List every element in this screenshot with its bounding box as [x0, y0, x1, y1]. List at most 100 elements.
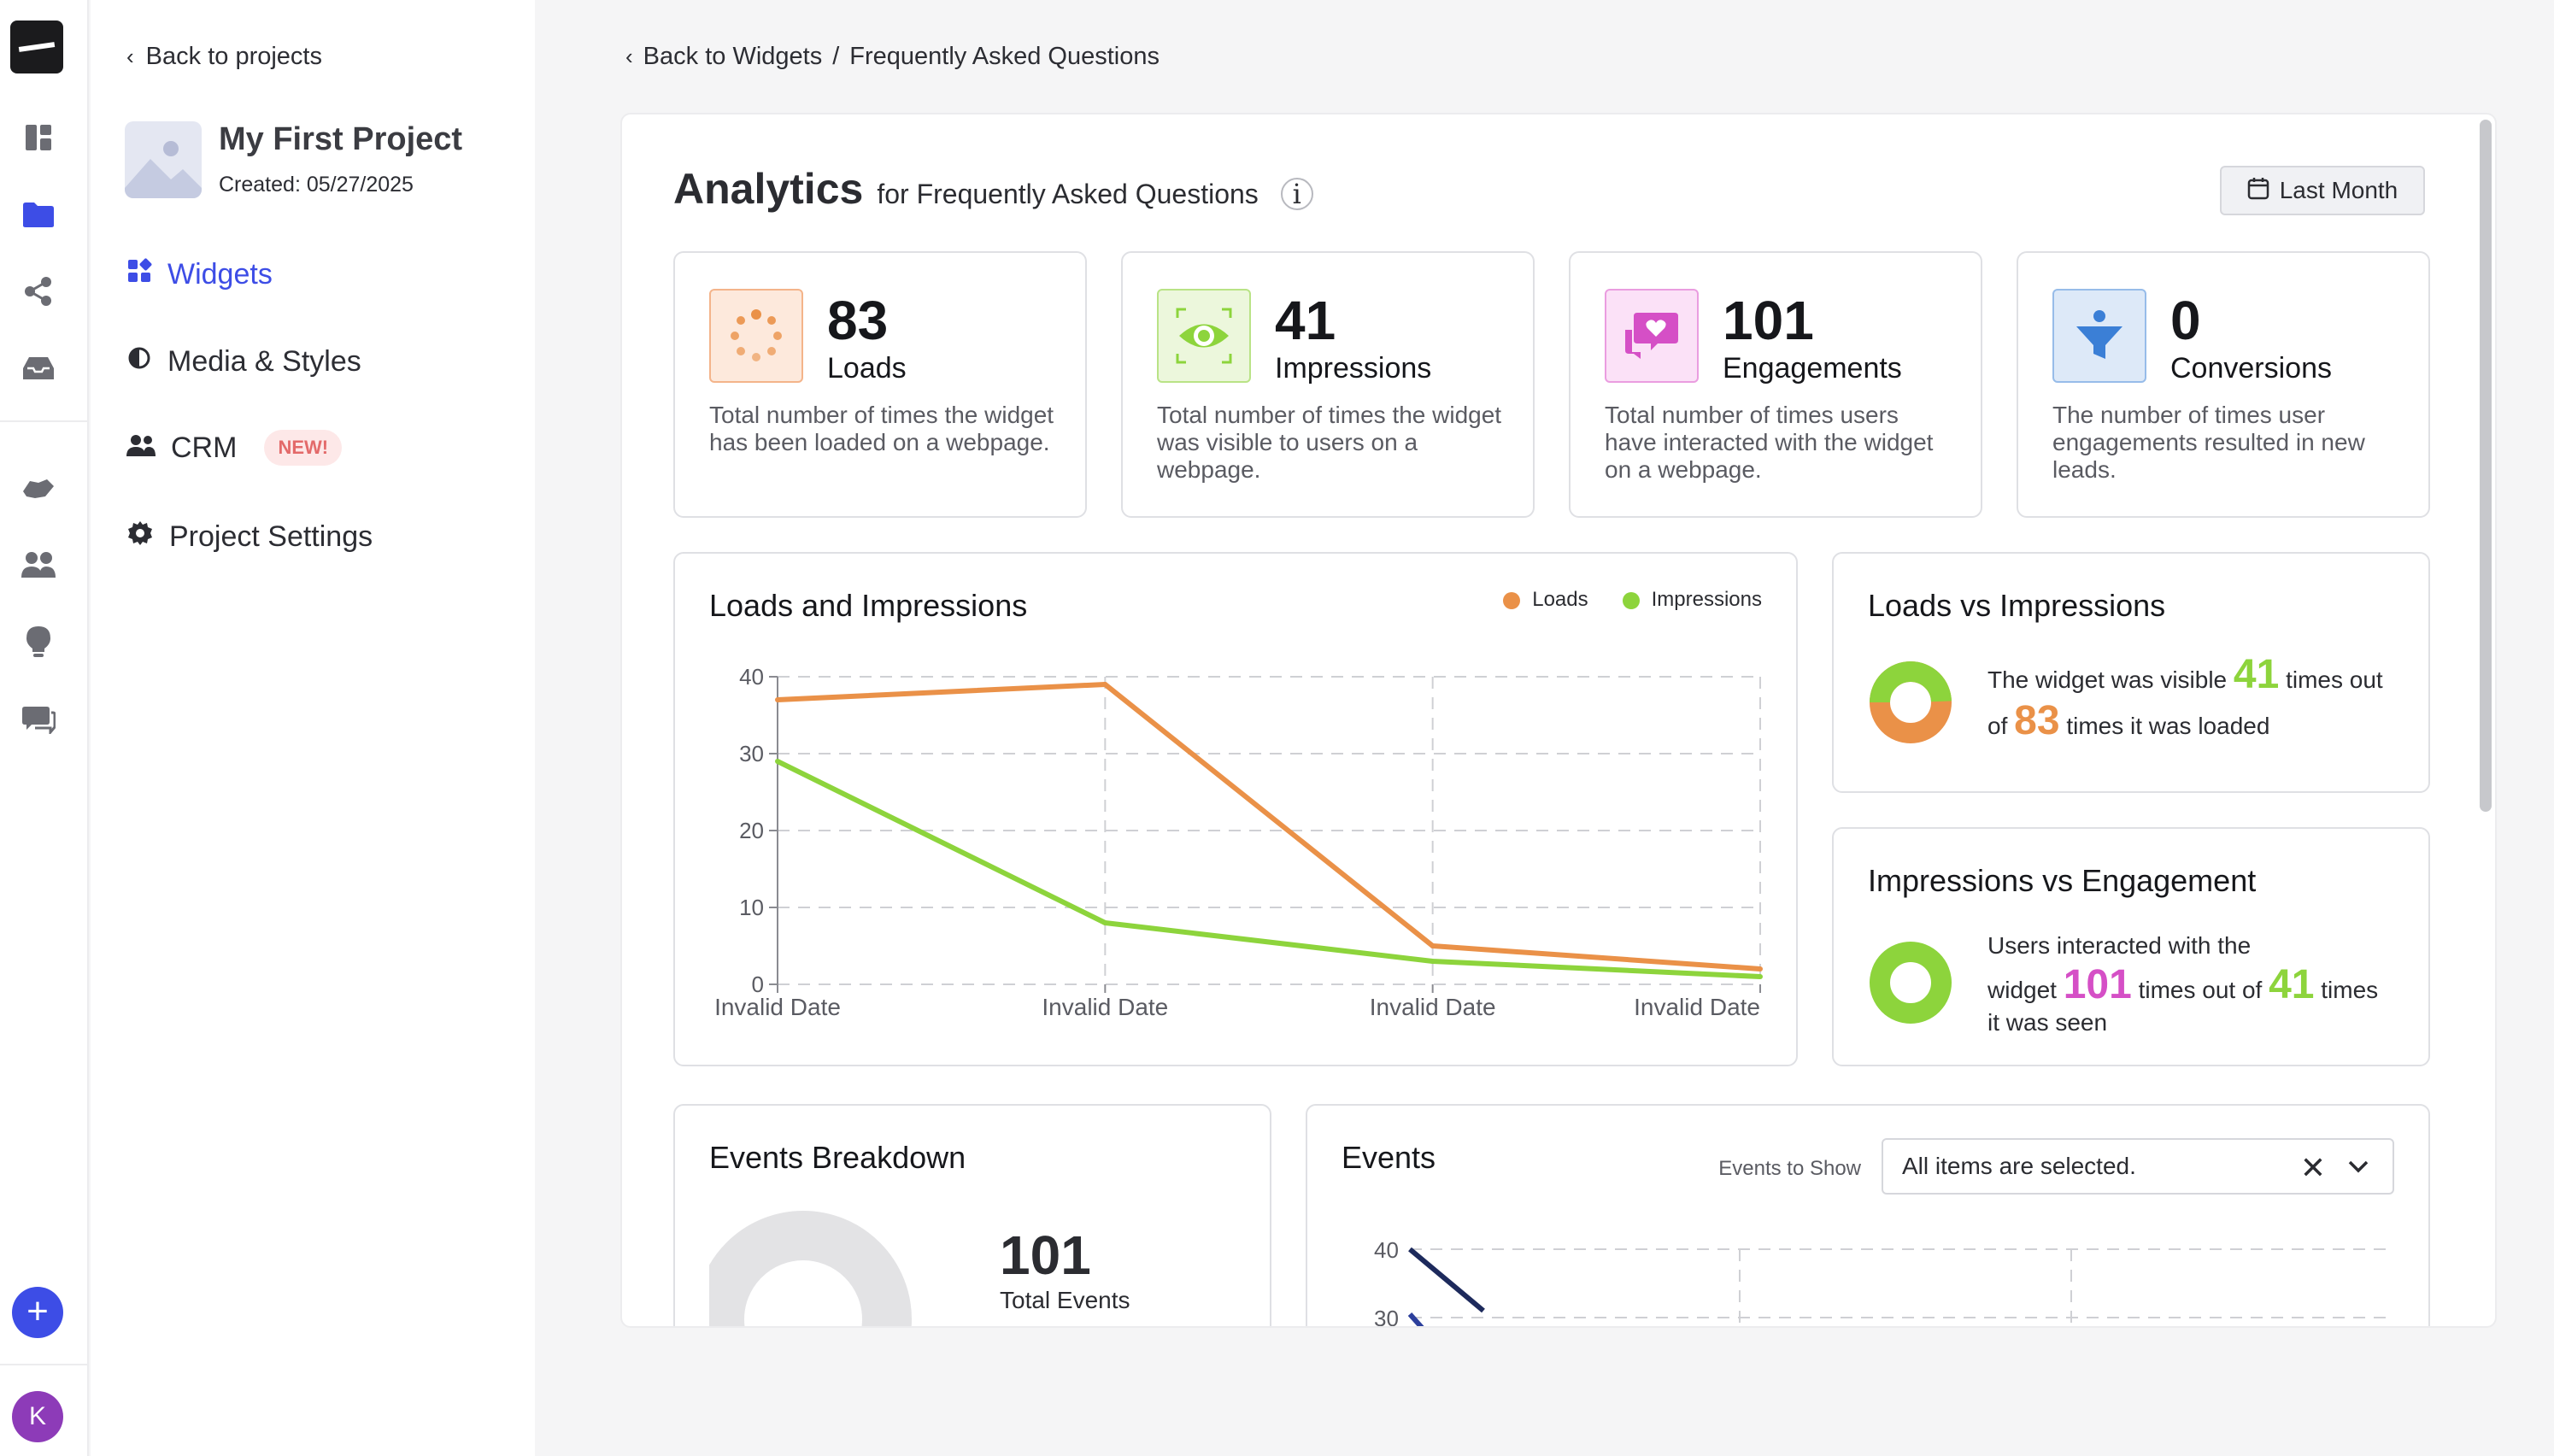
- impressions-description: Total number of times the widget was vis…: [1157, 402, 1502, 483]
- chevron-left-icon: ‹: [126, 44, 134, 69]
- data-point-impressions: [775, 759, 780, 764]
- add-button[interactable]: +: [12, 1287, 63, 1338]
- app-logo[interactable]: [10, 21, 63, 73]
- chevron-down-icon[interactable]: [2346, 1148, 2370, 1189]
- events-panel: Events Events to Show All items are sele…: [1306, 1104, 2430, 1326]
- series-line-impressions: [776, 759, 1761, 979]
- conversions-label: Conversions: [2170, 352, 2332, 385]
- conversions-description: The number of times user engagements res…: [2052, 402, 2365, 483]
- folder-icon[interactable]: [21, 197, 56, 232]
- events-breakdown-panel: Events Breakdown 101 Total Events: [673, 1104, 1271, 1326]
- avatar[interactable]: K: [12, 1391, 63, 1442]
- loads-impressions-panel: Loads and Impressions Loads Impressions …: [673, 552, 1798, 1066]
- nav-media-styles[interactable]: Media & Styles: [126, 345, 361, 379]
- handshake-icon[interactable]: [21, 470, 56, 506]
- y-tick-label: 30: [739, 741, 764, 766]
- legend-item-impressions[interactable]: Impressions: [1622, 588, 1762, 612]
- nav-label: Widgets: [167, 258, 273, 291]
- panel-title: Loads vs Impressions: [1868, 588, 2166, 623]
- info-icon[interactable]: i: [1280, 178, 1313, 210]
- data-point-loads: [1430, 943, 1436, 948]
- x-tick-label: Invalid Date: [1042, 994, 1168, 1020]
- loads-vs-impressions-panel: Loads vs Impressions The widget was visi…: [1832, 552, 2430, 793]
- nav-widgets[interactable]: Widgets: [126, 258, 273, 291]
- project-created-date: Created: 05/27/2025: [219, 173, 414, 197]
- line-chart: 0 10 20 30 40 Invalid Date Invalid Date Invalid…: [714, 664, 1763, 1020]
- inbox-icon[interactable]: [21, 350, 56, 386]
- stat-card-engagements: 101 Engagements Total number of times us…: [1569, 251, 1982, 518]
- back-to-widgets-link[interactable]: Back to Widgets: [643, 43, 823, 70]
- chart-title: Loads and Impressions: [709, 588, 1028, 623]
- impressions-label: Impressions: [1275, 352, 1432, 385]
- project-sidebar: ‹ Back to projects My First Project Crea…: [91, 0, 535, 1456]
- loading-icon: [709, 289, 803, 383]
- impressions-vs-engagement-panel: Impressions vs Engagement Users interact…: [1832, 827, 2430, 1066]
- y-tick-label: 40: [739, 664, 764, 690]
- data-point-loads: [775, 697, 780, 702]
- users-icon[interactable]: [21, 547, 56, 583]
- breadcrumb: ‹ Back to Widgets / Frequently Asked Que…: [625, 43, 1160, 71]
- impressions-value: 41: [1275, 290, 1336, 351]
- nav-label: Media & Styles: [167, 345, 361, 378]
- icon-rail: + K: [0, 0, 89, 1456]
- lightbulb-icon[interactable]: [21, 624, 56, 660]
- loads-impressions-donut: [1870, 661, 1952, 743]
- nav-crm[interactable]: CRM NEW!: [126, 430, 343, 466]
- project-thumbnail: [125, 121, 202, 198]
- date-range-label: Last Month: [2279, 177, 2398, 203]
- panel-title: Events Breakdown: [709, 1140, 966, 1175]
- impressions-engagement-donut: [1870, 942, 1952, 1024]
- x-tick-label: Invalid Date: [1370, 994, 1496, 1020]
- events-select-value: All items are selected.: [1902, 1153, 2136, 1179]
- series-line-loads: [777, 682, 1761, 972]
- chevron-left-icon: ‹: [625, 44, 633, 69]
- loads-value: 83: [827, 290, 889, 351]
- loads-vs-impressions-text: The widget was visible 41 times out of 8…: [1987, 652, 2383, 743]
- panel-title: Impressions vs Engagement: [1868, 863, 2257, 898]
- impressions-highlight: 41: [2233, 652, 2280, 697]
- events-tick-label: 40: [1374, 1237, 1399, 1263]
- widgets-icon: [126, 258, 152, 291]
- panel-title: Events: [1342, 1140, 1436, 1175]
- loads-highlight: 83: [2014, 698, 2060, 743]
- total-events-value: 101: [1000, 1224, 1091, 1286]
- scrollbar[interactable]: [2480, 120, 2492, 812]
- analytics-title: Analytics: [673, 165, 864, 213]
- clear-icon[interactable]: ✕: [2299, 1150, 2326, 1185]
- nav-label: Project Settings: [169, 520, 373, 553]
- impressions-highlight: 41: [2269, 962, 2315, 1007]
- engagements-label: Engagements: [1723, 352, 1902, 385]
- back-to-projects-link[interactable]: ‹ Back to projects: [126, 43, 322, 71]
- legend-item-loads[interactable]: Loads: [1503, 588, 1588, 612]
- events-select[interactable]: All items are selected. ✕: [1882, 1138, 2394, 1195]
- engagements-value: 101: [1723, 290, 1814, 351]
- data-point-impressions: [1430, 959, 1436, 964]
- events-chart: 40 30: [1374, 1237, 2393, 1326]
- stat-card-conversions: 0 Conversions The number of times user e…: [2017, 251, 2430, 518]
- back-label: Back to projects: [145, 43, 322, 70]
- nav-project-settings[interactable]: Project Settings: [126, 520, 373, 555]
- project-name: My First Project: [219, 121, 463, 157]
- dashboard-icon[interactable]: [21, 120, 56, 156]
- chart-legend: Loads Impressions: [1503, 588, 1762, 612]
- nav-label: CRM: [171, 431, 238, 464]
- legend-label: Loads: [1532, 588, 1588, 611]
- engagements-highlight: 101: [2063, 962, 2132, 1007]
- share-icon[interactable]: [21, 273, 56, 309]
- legend-label: Impressions: [1651, 588, 1762, 611]
- chat-icon[interactable]: [21, 701, 56, 737]
- data-point-impressions: [1758, 974, 1763, 979]
- data-point-loads: [1102, 682, 1108, 687]
- date-range-button[interactable]: Last Month: [2220, 166, 2425, 215]
- data-point-loads: [1758, 966, 1763, 972]
- funnel-icon: [2052, 289, 2146, 383]
- eye-icon: [1157, 289, 1251, 383]
- loads-label: Loads: [827, 352, 907, 385]
- y-tick-label: 20: [739, 818, 764, 843]
- data-point-impressions: [1102, 920, 1108, 925]
- contrast-icon: [126, 345, 152, 379]
- gear-icon: [126, 520, 154, 555]
- users-icon: [126, 432, 156, 465]
- loads-description: Total number of times the widget has bee…: [709, 402, 1054, 455]
- stat-card-impressions: 41 Impressions Total number of times the…: [1121, 251, 1535, 518]
